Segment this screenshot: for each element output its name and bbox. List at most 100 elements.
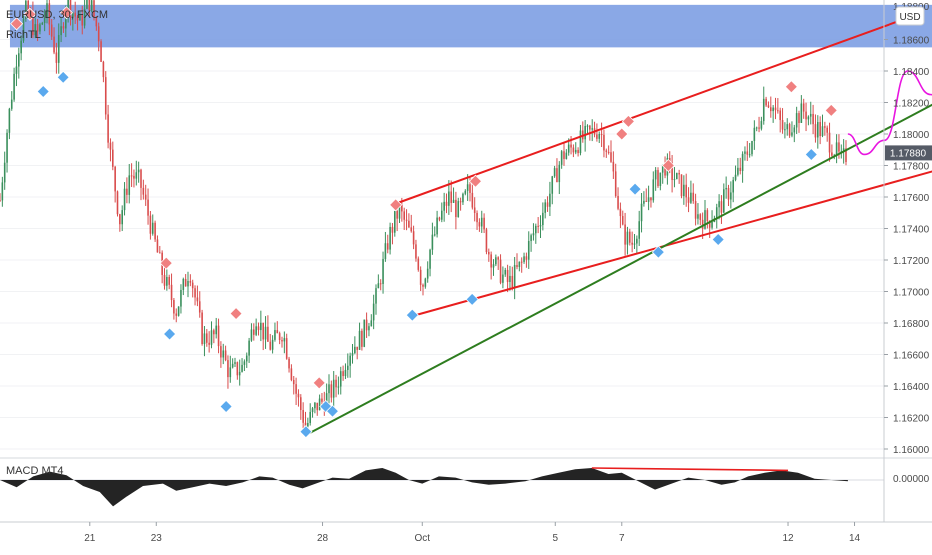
candle-body xyxy=(39,24,41,32)
swing-low-marker xyxy=(299,425,313,439)
currency-button-label[interactable]: USD xyxy=(899,12,920,23)
swing-high-marker xyxy=(59,6,74,20)
candle-body xyxy=(370,320,373,327)
candle-body xyxy=(809,113,812,117)
candle-body xyxy=(708,220,711,228)
candle-body xyxy=(189,280,192,283)
candle-body xyxy=(198,301,201,313)
price-axis[interactable]: 1.18600 1.18400 1.18200 1.18000 1.17800 1.176… xyxy=(884,36,930,457)
swing-low-marker xyxy=(628,182,642,196)
candle-body xyxy=(3,162,6,183)
candle-body xyxy=(457,201,460,218)
candle-body xyxy=(504,269,507,275)
candle-body xyxy=(224,350,227,361)
candle-body xyxy=(419,269,422,285)
candle-body xyxy=(436,217,438,235)
swing-low-marker xyxy=(36,84,50,99)
candle-body xyxy=(69,0,72,19)
price-tick-label: 1.16200 xyxy=(893,414,930,425)
candle-body xyxy=(739,167,742,171)
indicator-legend[interactable]: RichTL xyxy=(6,29,41,41)
currency-button[interactable]: USD xyxy=(895,6,925,26)
candle-body xyxy=(629,231,631,243)
resistance-zone[interactable] xyxy=(9,4,932,48)
candle-body xyxy=(683,184,685,197)
candle-body xyxy=(321,398,323,402)
candle-body xyxy=(65,10,67,29)
channel-lower-line[interactable] xyxy=(415,156,932,317)
candle-body xyxy=(826,127,828,133)
candle-body xyxy=(309,411,311,424)
candle-body xyxy=(502,274,504,283)
price-tick-label: 1.18200 xyxy=(893,99,930,110)
candle-body xyxy=(553,168,556,177)
candle-body xyxy=(206,333,208,343)
currency-button-bg[interactable] xyxy=(895,6,925,26)
candle-body xyxy=(760,121,763,129)
candle-body xyxy=(845,148,847,162)
time-tick-label: 5 xyxy=(552,533,558,544)
candle-body xyxy=(217,325,220,347)
swing-low-marker xyxy=(711,232,725,247)
symbol-legend[interactable]: EURUSD, 30, FXCM xyxy=(6,9,108,21)
candle-body xyxy=(349,355,351,366)
swing-low-marker xyxy=(651,245,665,259)
candle-body xyxy=(90,0,93,11)
candle-body xyxy=(386,243,389,250)
candle-body xyxy=(610,152,612,162)
candle-body xyxy=(79,14,81,21)
candle-body xyxy=(257,326,260,331)
candle-body xyxy=(560,151,563,165)
candle-body xyxy=(405,219,408,221)
candle-body xyxy=(377,283,380,289)
candle-body xyxy=(737,167,739,175)
swing-high-marker xyxy=(661,158,675,173)
macd-zero-label: 0.00000 xyxy=(893,474,930,485)
candle-body xyxy=(520,261,523,263)
candle-body xyxy=(791,132,793,136)
candle-body xyxy=(701,219,704,229)
swing-high-marker xyxy=(159,256,173,270)
candle-body xyxy=(248,340,250,356)
candle-body xyxy=(342,371,344,377)
time-axis[interactable]: 212328Oct5712141921 xyxy=(84,522,932,544)
candle-body xyxy=(741,153,744,171)
candle-body xyxy=(361,330,363,347)
candle-body xyxy=(673,179,676,181)
candle-body xyxy=(267,326,269,342)
candle-body xyxy=(163,274,166,286)
candle-body xyxy=(596,134,598,139)
channel-upper-line[interactable] xyxy=(392,18,905,206)
candle-body xyxy=(715,207,718,219)
swing-high-marker xyxy=(229,306,243,321)
candle-body xyxy=(10,99,13,109)
candle-body xyxy=(466,184,469,191)
candle-body xyxy=(621,216,624,225)
candle-body xyxy=(137,169,140,173)
projection-path[interactable] xyxy=(847,16,932,287)
candle-body xyxy=(509,275,511,282)
candle-body xyxy=(126,188,128,195)
price-tick-label: 1.18400 xyxy=(893,67,930,78)
candle-body xyxy=(492,264,495,268)
price-tick-label: 1.17000 xyxy=(893,288,930,299)
candle-body xyxy=(572,147,575,153)
price-tick-label: 1.17600 xyxy=(893,193,930,204)
candle-body xyxy=(497,257,499,260)
macd-divergence-line[interactable] xyxy=(591,467,789,472)
price-tick-label: 1.16400 xyxy=(893,382,930,393)
candle-body xyxy=(535,225,537,234)
candle-body xyxy=(72,12,74,19)
candle-body xyxy=(469,184,471,193)
candle-body xyxy=(50,24,53,37)
time-tick-label: Oct xyxy=(414,533,430,544)
price-tick-label: 1.16000 xyxy=(893,445,930,456)
candles xyxy=(0,0,847,430)
macd-legend[interactable]: MACD MT4 xyxy=(6,465,63,477)
candle-body xyxy=(459,201,462,203)
candle-body xyxy=(375,288,377,304)
candle-body xyxy=(584,126,586,140)
candle-body xyxy=(788,124,791,136)
ascending-trendline[interactable] xyxy=(308,30,932,435)
current-price-tag-bg xyxy=(885,145,932,161)
